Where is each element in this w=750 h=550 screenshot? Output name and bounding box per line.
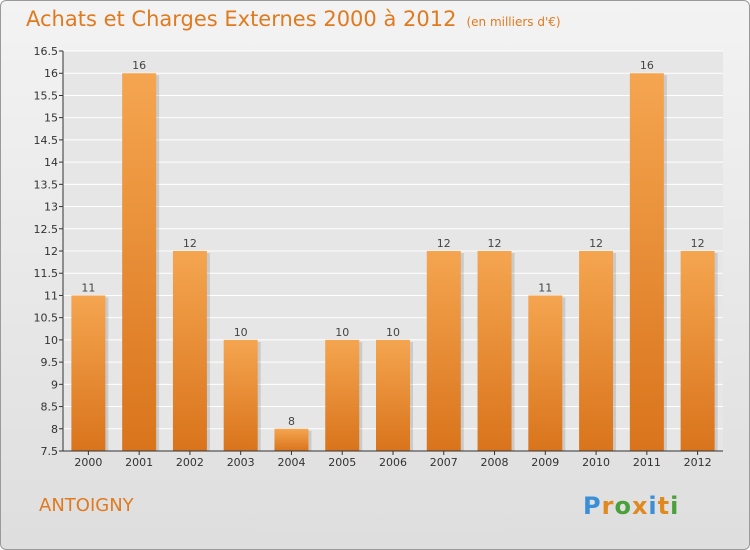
x-tick-label: 2011	[633, 456, 661, 469]
y-tick-label: 16	[44, 67, 58, 80]
bar	[579, 251, 614, 451]
chart-title-text: Achats et Charges Externes 2000 à 2012	[26, 7, 457, 31]
y-axis-ticks: 7.5 8 8.5 9 9.5 10 10.5 11 11.5 12 12.5 13 13.5 14 14.…	[34, 45, 63, 458]
data-label: 10	[335, 326, 349, 339]
x-tick-label: 2009	[531, 456, 559, 469]
x-tick-label: 2000	[74, 456, 102, 469]
bar	[426, 251, 461, 451]
bar	[477, 251, 512, 451]
y-tick-label: 15	[44, 112, 58, 125]
y-tick-label: 15.5	[34, 89, 59, 102]
chart-subtitle: (en milliers d'€)	[466, 15, 561, 29]
x-tick-label: 2012	[684, 456, 712, 469]
y-tick-label: 13	[44, 201, 58, 214]
y-tick-label: 9.5	[41, 356, 59, 369]
logo-letter: r	[601, 492, 615, 520]
x-axis-ticks: 2000 2001 2002 2003 2004 2005 2006 2007 2008 2009…	[74, 451, 712, 469]
bar-series	[71, 73, 718, 451]
data-label: 12	[589, 237, 603, 250]
data-label: 12	[691, 237, 705, 250]
bar	[122, 73, 157, 451]
logo-letter: o	[614, 492, 632, 520]
y-tick-label: 7.5	[41, 445, 59, 458]
x-tick-label: 2003	[227, 456, 255, 469]
bar	[325, 339, 360, 451]
y-tick-label: 11	[44, 289, 58, 302]
data-label: 8	[288, 415, 295, 428]
data-label: 12	[183, 237, 197, 250]
x-tick-label: 2004	[277, 456, 305, 469]
bar	[629, 73, 664, 451]
y-tick-label: 10.5	[34, 312, 59, 325]
x-tick-label: 2006	[379, 456, 407, 469]
x-tick-label: 2010	[582, 456, 610, 469]
y-tick-label: 10	[44, 334, 58, 347]
x-tick-label: 2002	[176, 456, 204, 469]
y-tick-label: 9	[51, 378, 58, 391]
data-label: 12	[437, 237, 451, 250]
data-label: 12	[488, 237, 502, 250]
logo-letter: P	[583, 492, 602, 520]
data-labels: 11 16 12 10 8 10 10 12 12 11 12 16 12	[81, 59, 704, 428]
logo-letter: i	[648, 492, 658, 520]
logo-letter: t	[657, 492, 671, 520]
y-tick-label: 16.5	[34, 45, 59, 58]
data-label: 11	[81, 281, 95, 294]
bar	[376, 339, 410, 451]
x-tick-label: 2001	[125, 456, 153, 469]
y-tick-label: 12.5	[34, 223, 59, 236]
bar	[223, 339, 258, 451]
y-tick-label: 8.5	[41, 401, 59, 414]
y-tick-label: 12	[44, 245, 58, 258]
y-tick-label: 11.5	[34, 267, 59, 280]
logo-letter: i	[670, 492, 680, 520]
data-label: 16	[640, 59, 654, 72]
data-label: 16	[132, 59, 146, 72]
x-tick-label: 2005	[328, 456, 356, 469]
y-tick-label: 8	[51, 423, 58, 436]
x-tick-label: 2007	[430, 456, 458, 469]
bar	[528, 295, 563, 451]
data-label: 10	[386, 326, 400, 339]
bar	[274, 428, 309, 451]
bar	[172, 251, 207, 451]
bar	[680, 251, 715, 451]
proxiti-logo[interactable]: Proxiti	[583, 492, 679, 520]
bar	[71, 295, 106, 451]
y-tick-label: 14.5	[34, 134, 59, 147]
y-tick-label: 14	[44, 156, 58, 169]
data-label: 10	[234, 326, 248, 339]
logo-letter: x	[631, 492, 649, 520]
data-label: 11	[538, 281, 552, 294]
chart-title: Achats et Charges Externes 2000 à 2012 (e…	[26, 7, 561, 31]
commune-name: ANTOIGNY	[39, 495, 134, 516]
x-tick-label: 2008	[481, 456, 509, 469]
y-tick-label: 13.5	[34, 178, 59, 191]
